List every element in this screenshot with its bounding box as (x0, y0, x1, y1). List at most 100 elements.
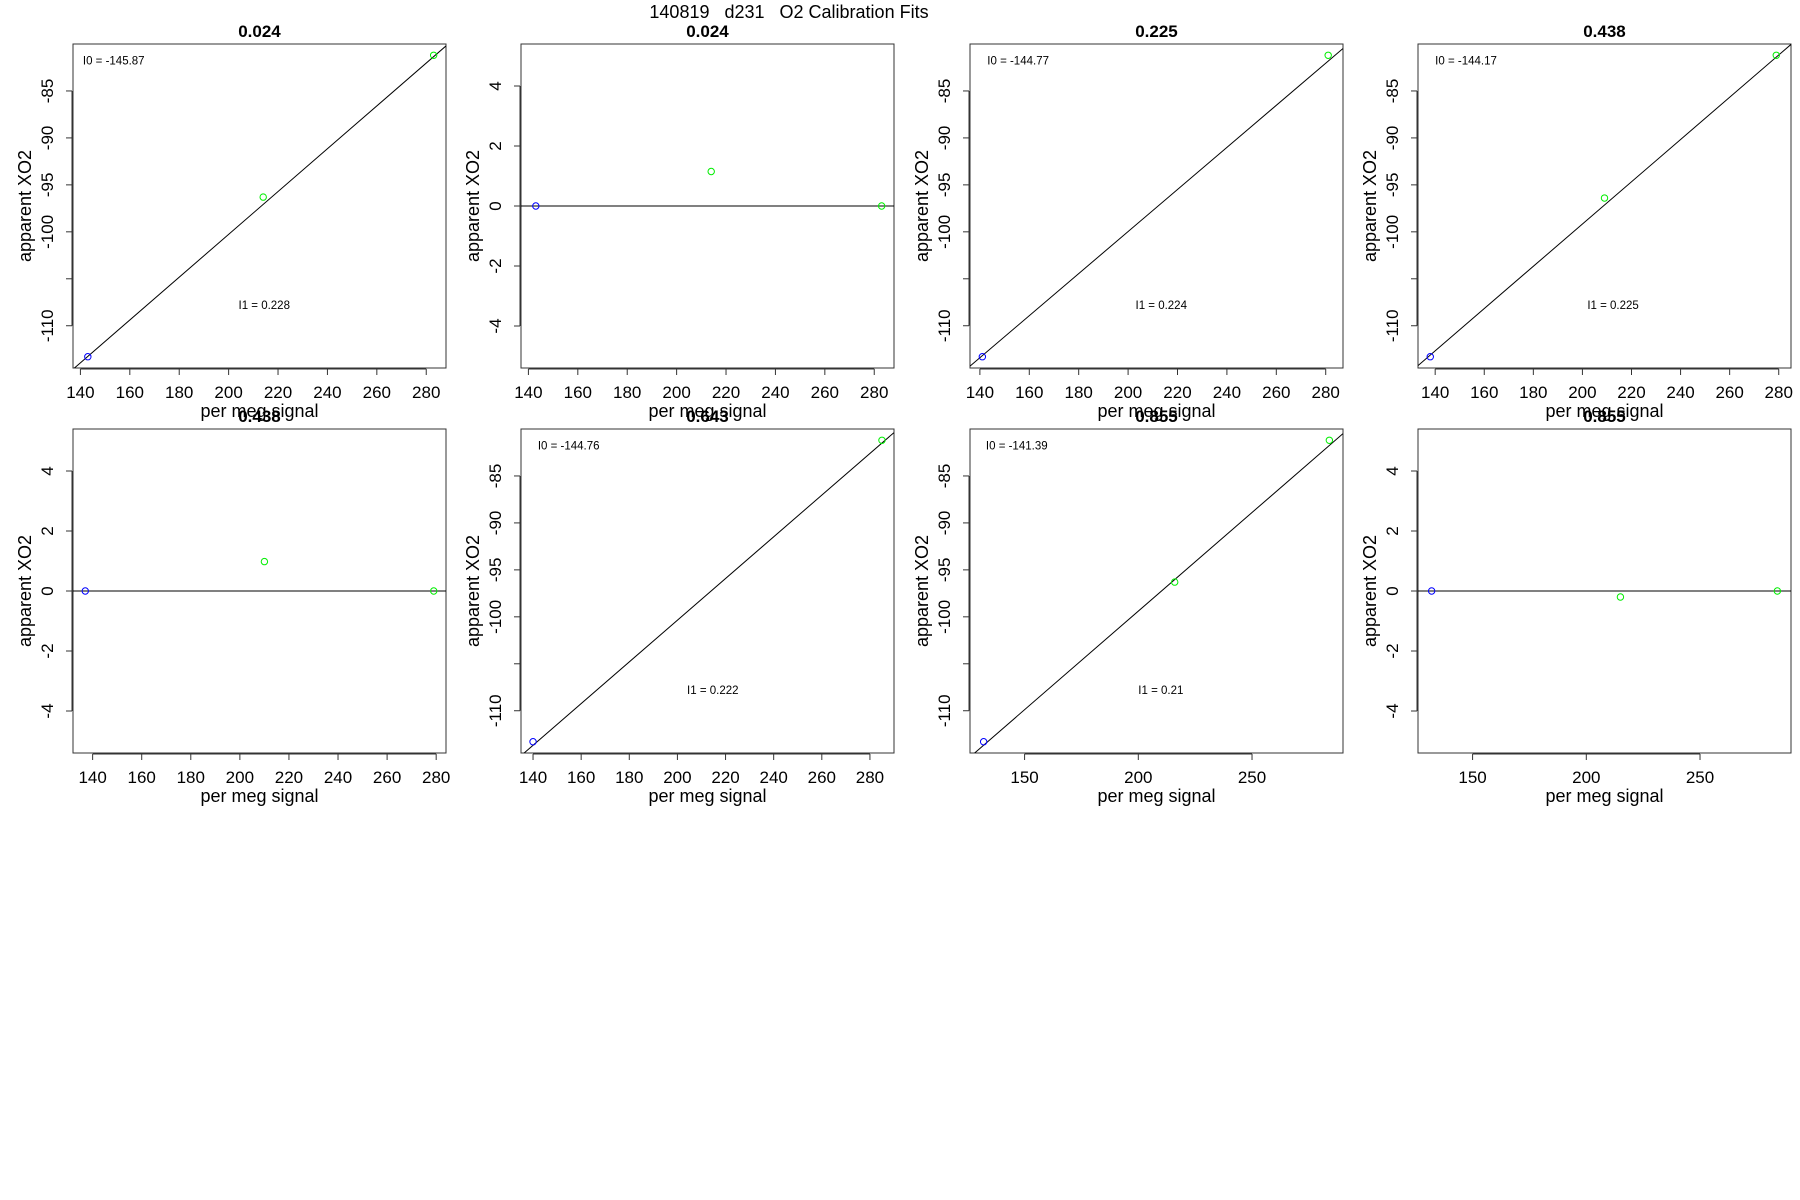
x-tick-label: 240 (759, 768, 787, 787)
y-tick-label: -85 (486, 464, 505, 489)
x-tick-label: 280 (1765, 383, 1793, 402)
x-tick-label: 200 (1124, 768, 1152, 787)
y-tick-label: -90 (38, 126, 57, 151)
y-tick-label: 0 (486, 201, 505, 210)
y-tick-label: -4 (1383, 703, 1402, 718)
data-point (259, 193, 267, 201)
y-axis-label: apparent XO2 (912, 535, 932, 647)
data-point (532, 202, 540, 210)
x-tick-label: 140 (78, 768, 106, 787)
y-tick-label: -90 (1383, 126, 1402, 151)
x-tick-label: 220 (711, 768, 739, 787)
y-tick-label: -95 (486, 558, 505, 583)
data-point (1616, 593, 1625, 601)
plot-frame (969, 428, 1344, 754)
x-tick-label: 250 (1686, 768, 1714, 787)
fit-annotation: I1 = 0.224 (1136, 300, 1188, 312)
x-tick-label: 180 (613, 383, 641, 402)
plot-frame (72, 43, 447, 369)
plot-frame (969, 43, 1344, 369)
y-tick-label: -85 (935, 79, 954, 104)
x-tick-label: 240 (324, 768, 352, 787)
x-tick-label: 180 (1519, 383, 1547, 402)
y-tick-label: -100 (935, 600, 954, 634)
x-tick-label: 260 (373, 768, 401, 787)
y-tick-label: 0 (1383, 586, 1402, 595)
data-point (707, 167, 715, 176)
y-axis-label: apparent XO2 (463, 150, 483, 262)
data-point (978, 353, 987, 361)
y-tick-label: -110 (486, 694, 505, 727)
x-tick-label: 160 (116, 383, 144, 402)
y-tick-label: -2 (1383, 643, 1402, 658)
x-tick-label: 260 (1715, 383, 1743, 402)
y-tick-label: -110 (38, 309, 57, 342)
y-tick-label: -110 (935, 694, 954, 727)
fit-line (1418, 44, 1791, 366)
x-tick-label: 150 (1010, 768, 1038, 787)
panel-1: 0.024 140 160 180 200 220 240 260 280 -110 -100 -95… (15, 22, 447, 421)
y-axis-label: apparent XO2 (15, 535, 35, 647)
data-point (1170, 578, 1179, 586)
y-tick-label: -100 (1383, 215, 1402, 249)
y-tick-label: -90 (935, 126, 954, 151)
y-tick-label: -90 (935, 511, 954, 536)
x-tick-label: 240 (1213, 383, 1241, 402)
x-tick-label: 220 (1163, 383, 1191, 402)
y-tick-label: 0 (38, 586, 57, 595)
fit-annotation: I0 = -144.77 (987, 56, 1049, 68)
x-tick-label: 160 (1470, 383, 1498, 402)
x-tick-label: 180 (177, 768, 205, 787)
y-axis-label: apparent XO2 (912, 150, 932, 262)
x-axis-label: per meg signal (1097, 401, 1215, 421)
y-tick-label: -2 (486, 258, 505, 273)
data-point (529, 738, 537, 746)
x-tick-label: 200 (662, 383, 690, 402)
x-tick-label: 200 (663, 768, 691, 787)
data-point (979, 738, 988, 746)
panel-5: 0.438 140 160 180 200 220 240 260 280 -4 -2 0 2 4 per … (15, 407, 450, 806)
panel-title: 0.855 (1583, 407, 1626, 426)
x-tick-label: 200 (1114, 383, 1142, 402)
fit-annotation: I0 = -145.87 (83, 56, 145, 68)
x-axis-label: per meg signal (1545, 786, 1663, 806)
fit-annotation: I0 = -141.39 (986, 441, 1048, 453)
x-tick-label: 180 (1065, 383, 1093, 402)
y-axis-label: apparent XO2 (1360, 535, 1380, 647)
y-tick-label: 2 (486, 141, 505, 150)
y-tick-label: -4 (38, 703, 57, 718)
x-tick-label: 250 (1238, 768, 1266, 787)
x-tick-label: 160 (567, 768, 595, 787)
y-tick-label: -100 (935, 215, 954, 249)
y-tick-label: -85 (1383, 79, 1402, 104)
panel-3: 0.225 140 160 180 200 220 240 260 280 -110 -100 -95… (912, 22, 1344, 421)
x-tick-label: 180 (615, 768, 643, 787)
panel-title: 0.024 (238, 22, 281, 41)
x-tick-label: 180 (165, 383, 193, 402)
x-tick-label: 220 (264, 383, 292, 402)
x-tick-label: 140 (519, 768, 547, 787)
y-tick-label: 4 (38, 466, 57, 475)
y-tick-label: 4 (486, 81, 505, 90)
y-tick-label: -4 (486, 318, 505, 333)
data-point (1426, 353, 1434, 361)
data-point (1772, 51, 1780, 59)
y-axis-label: apparent XO2 (15, 150, 35, 262)
data-point (429, 51, 438, 59)
y-tick-label: -100 (486, 600, 505, 634)
y-tick-label: -95 (935, 558, 954, 583)
x-tick-label: 260 (811, 383, 839, 402)
x-tick-label: 240 (761, 383, 789, 402)
data-point (1324, 51, 1332, 59)
figure-title: 140819 d231 O2 Calibration Fits (649, 2, 928, 22)
x-axis-label: per meg signal (200, 401, 318, 421)
y-tick-label: 2 (1383, 526, 1402, 535)
fit-annotation: I1 = 0.222 (687, 685, 738, 697)
data-point (1600, 194, 1609, 202)
x-tick-label: 140 (514, 383, 542, 402)
data-point (878, 436, 886, 444)
fit-line (73, 45, 446, 368)
y-tick-label: -85 (38, 79, 57, 104)
x-tick-label: 280 (860, 383, 888, 402)
y-tick-label: -95 (1383, 173, 1402, 198)
